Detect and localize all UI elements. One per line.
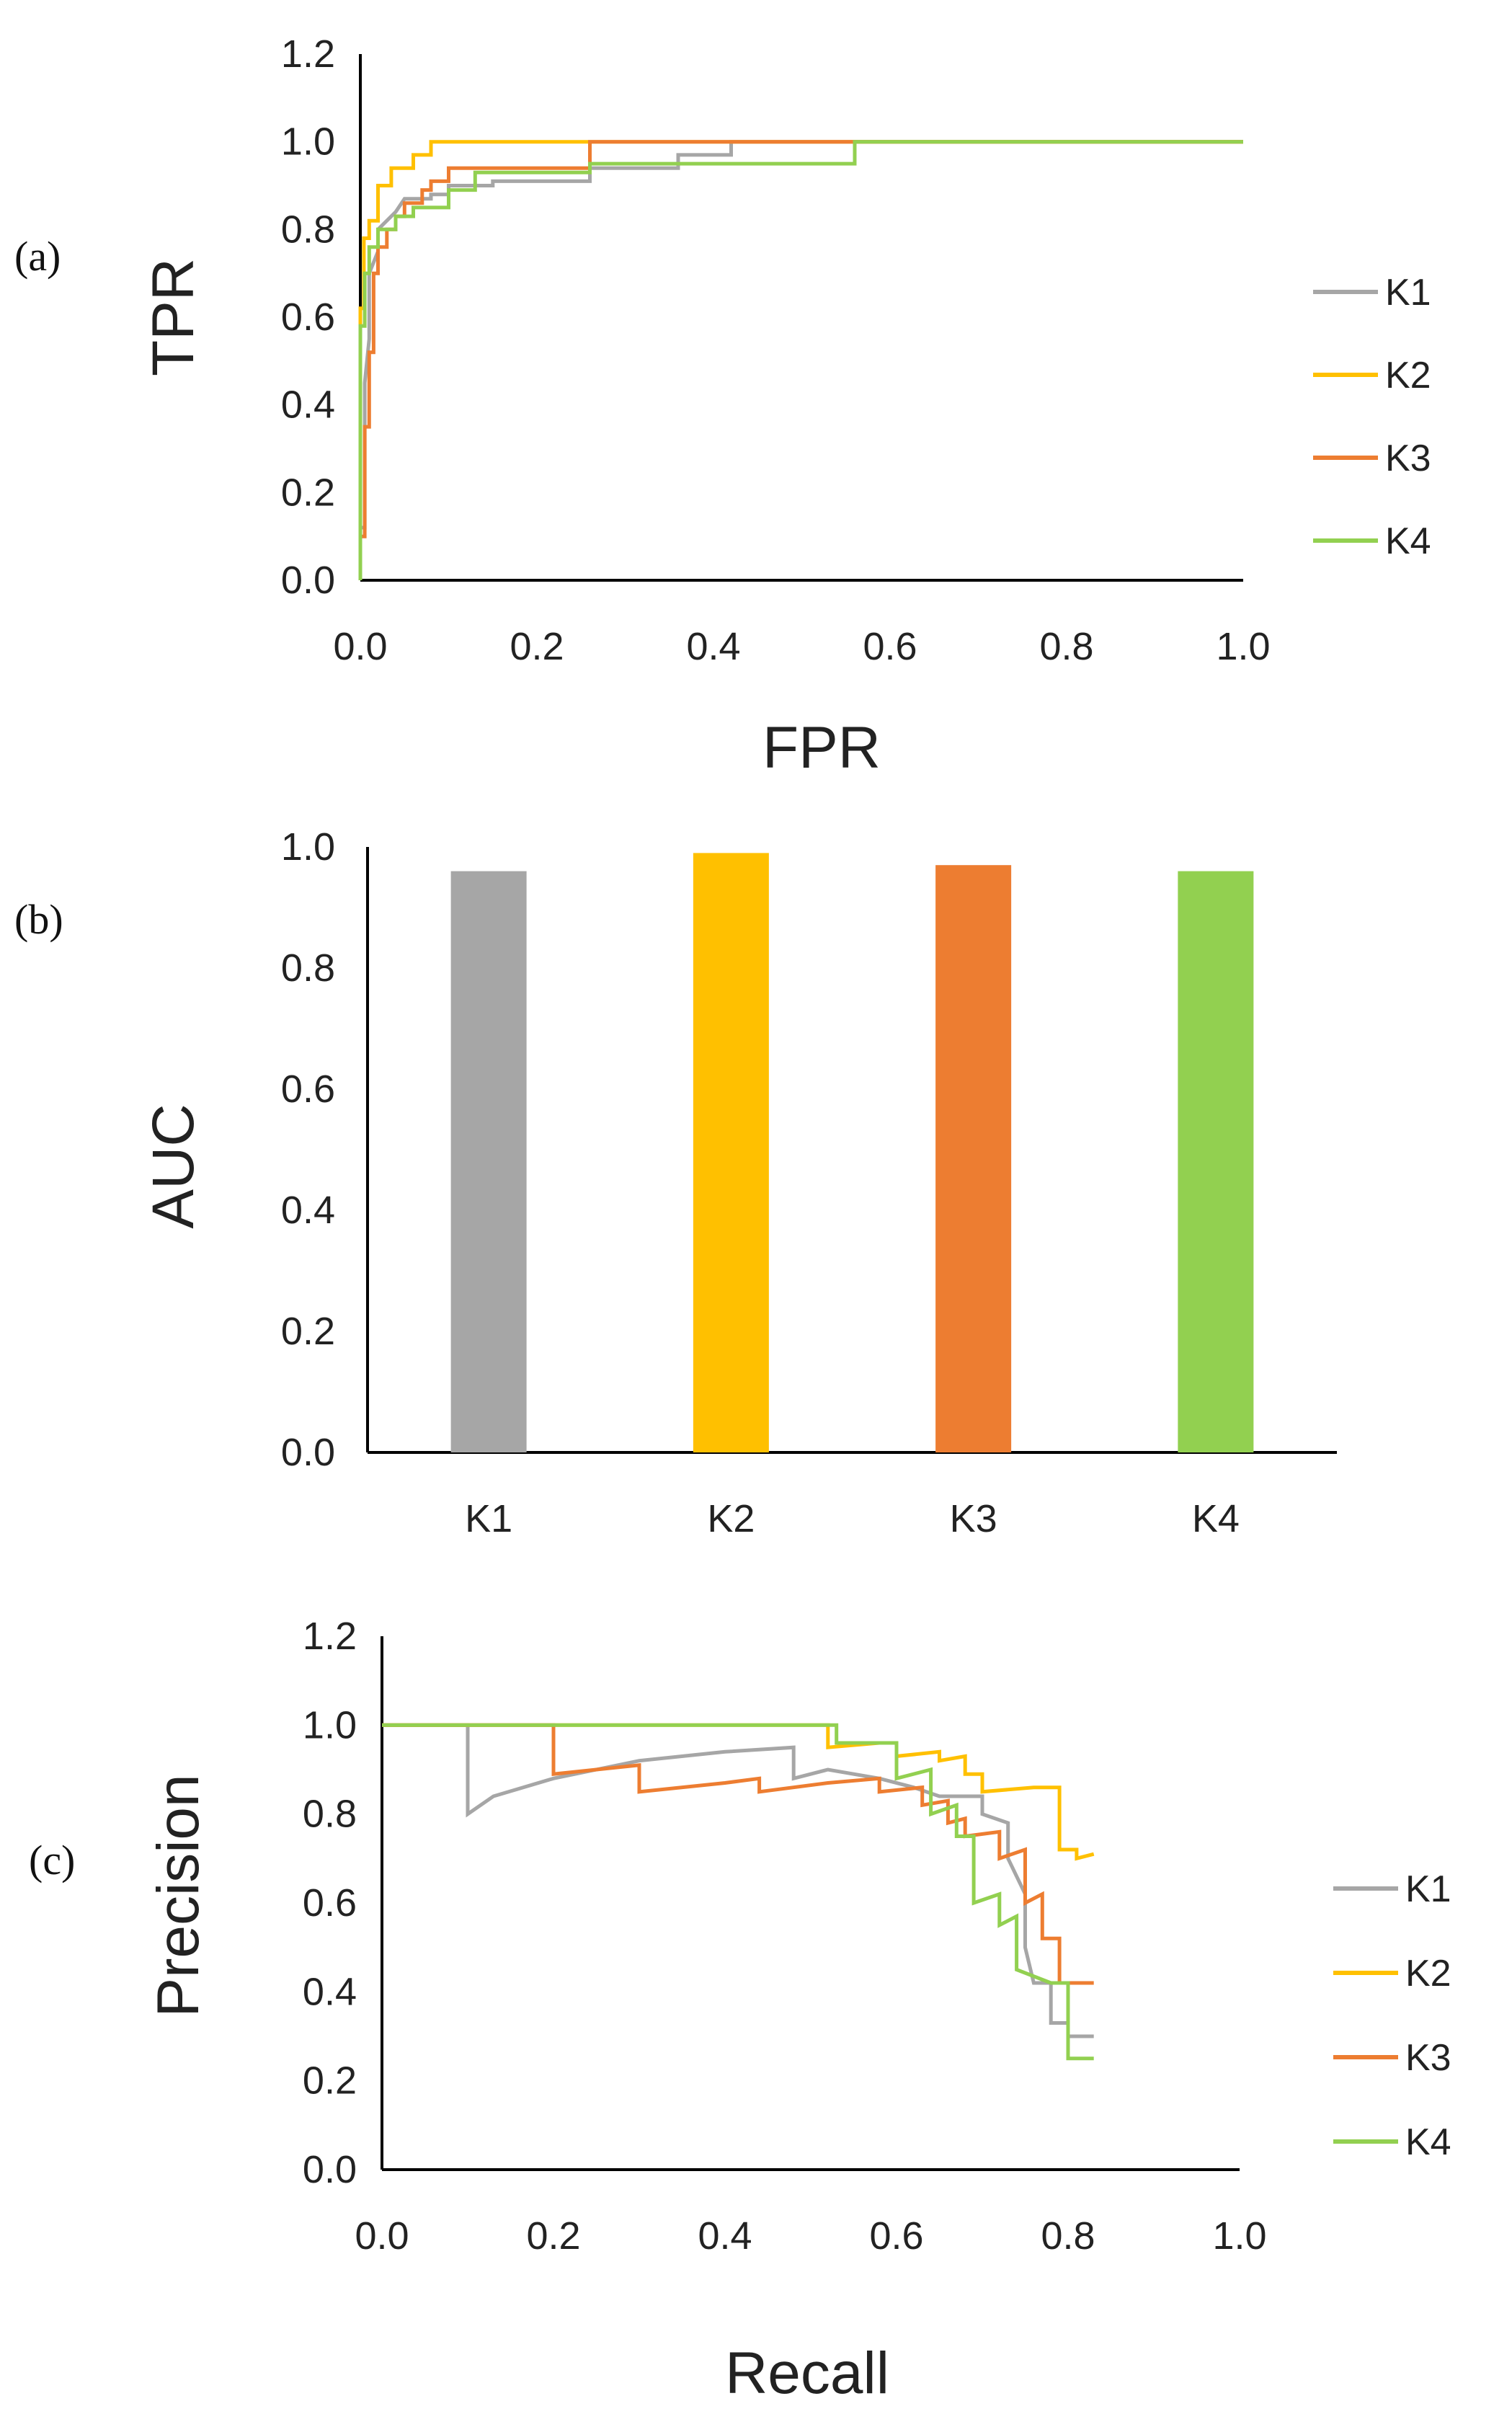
auc-chart: (b) 0.0 0.2 0.4 0.6 0.8 1.0 K1 K2 K3 K4 AUC bbox=[14, 825, 1337, 1540]
roc-y-tick-label: 0.8 bbox=[281, 208, 335, 251]
roc-y-ticks: 0.0 0.2 0.4 0.6 0.8 1.0 1.2 bbox=[281, 32, 335, 602]
auc-y-tick-label: 1.0 bbox=[281, 825, 335, 869]
pr-x-tick-label: 0.2 bbox=[526, 2214, 580, 2258]
pr-y-tick-label: 0.8 bbox=[303, 1793, 357, 1836]
roc-legend: K1 K2 K3 K4 bbox=[1313, 272, 1431, 562]
pr-legend-label-k3: K3 bbox=[1405, 2037, 1451, 2079]
pr-y-tick-label: 1.0 bbox=[303, 1703, 357, 1747]
roc-series-line-k4 bbox=[358, 140, 1243, 580]
pr-y-ticks: 0.0 0.2 0.4 0.6 0.8 1.0 1.2 bbox=[303, 1615, 357, 2191]
roc-x-tick-label: 0.0 bbox=[333, 625, 387, 668]
auc-x-tick-label: K2 bbox=[707, 1497, 755, 1540]
roc-y-tick-label: 1.2 bbox=[281, 32, 335, 76]
roc-x-tick-label: 0.6 bbox=[863, 625, 917, 668]
pr-legend-label-k2: K2 bbox=[1405, 1953, 1451, 1994]
pr-series-lines bbox=[382, 1723, 1095, 2061]
pr-chart: (c) 0.00.20.40.60.81.01.2 0.0 0.2 0.4 0.6 0.… bbox=[29, 1615, 1451, 2406]
auc-y-axis-title: AUC bbox=[141, 1104, 206, 1228]
pr-x-tick-label: 0.6 bbox=[869, 2214, 923, 2258]
roc-x-tick-label: 0.8 bbox=[1039, 625, 1093, 668]
pr-legend-label-k1: K1 bbox=[1405, 1868, 1451, 1910]
panel-label-c: (c) bbox=[29, 1837, 75, 1883]
pr-x-axis-title: Recall bbox=[725, 2340, 889, 2406]
pr-y-tick-label: 1.2 bbox=[303, 1615, 357, 1658]
roc-y-tick-label: 1.0 bbox=[281, 120, 335, 164]
auc-y-tick-label: 0.8 bbox=[281, 946, 335, 990]
auc-bar-k2 bbox=[693, 853, 769, 1452]
auc-y-tick-label: 0.4 bbox=[281, 1189, 335, 1232]
pr-x-tick-label: 0.4 bbox=[698, 2214, 752, 2258]
pr-y-tick-label: 0.0 bbox=[303, 2148, 357, 2191]
pr-series-line-k3 bbox=[382, 1723, 1094, 1985]
pr-series-line-k4 bbox=[382, 1723, 1094, 2061]
auc-x-ticks: K1 K2 K3 K4 bbox=[465, 1497, 1240, 1540]
roc-y-tick-label: 0.4 bbox=[281, 383, 335, 427]
pr-x-ticks: 0.0 0.2 0.4 0.6 0.8 1.0 bbox=[355, 2214, 1266, 2258]
auc-bar-k1 bbox=[450, 871, 527, 1452]
auc-y-tick-label: 0.2 bbox=[281, 1310, 335, 1353]
panel-label-b: (b) bbox=[14, 896, 63, 943]
auc-x-tick-label: K1 bbox=[465, 1497, 512, 1540]
pr-legend: K1 K2 K3 K4 bbox=[1333, 1868, 1451, 2163]
roc-legend-label-k1: K1 bbox=[1385, 272, 1431, 314]
roc-chart: (a) 0.00.20.40.60.81.01.2 0.0 0.2 0.4 0.6 0.… bbox=[14, 32, 1431, 781]
auc-bars bbox=[450, 853, 1254, 1452]
roc-legend-label-k4: K4 bbox=[1385, 520, 1431, 562]
roc-y-tick-label: 0.0 bbox=[281, 559, 335, 602]
roc-y-axis-title: TPR bbox=[141, 258, 206, 376]
roc-x-tick-label: 0.2 bbox=[510, 625, 564, 668]
roc-legend-label-k2: K2 bbox=[1385, 355, 1431, 396]
roc-series-lines bbox=[358, 140, 1243, 580]
auc-x-tick-label: K4 bbox=[1192, 1497, 1240, 1540]
roc-x-axis-title: FPR bbox=[762, 715, 881, 781]
auc-bar-k3 bbox=[935, 865, 1012, 1452]
roc-y-tick-label: 0.2 bbox=[281, 471, 335, 514]
pr-legend-label-k4: K4 bbox=[1405, 2121, 1451, 2163]
auc-y-tick-label: 0.6 bbox=[281, 1068, 335, 1111]
panel-label-a: (a) bbox=[14, 233, 61, 280]
pr-y-axis-title: Precision bbox=[146, 1774, 211, 2017]
auc-y-tick-label: 0.0 bbox=[281, 1431, 335, 1474]
roc-y-tick-label: 0.6 bbox=[281, 296, 335, 339]
roc-x-ticks: 0.0 0.2 0.4 0.6 0.8 1.0 bbox=[333, 625, 1270, 668]
pr-y-tick-label: 0.2 bbox=[303, 2059, 357, 2103]
pr-y-tick-label: 0.6 bbox=[303, 1881, 357, 1925]
auc-x-tick-label: K3 bbox=[950, 1497, 997, 1540]
pr-x-tick-label: 0.0 bbox=[355, 2214, 409, 2258]
pr-x-tick-label: 1.0 bbox=[1212, 2214, 1266, 2258]
roc-legend-label-k3: K3 bbox=[1385, 438, 1431, 479]
auc-y-ticks: 0.0 0.2 0.4 0.6 0.8 1.0 bbox=[281, 825, 335, 1474]
pr-y-tick-label: 0.4 bbox=[303, 1970, 357, 2013]
auc-bar-k4 bbox=[1178, 871, 1254, 1452]
roc-x-tick-label: 1.0 bbox=[1216, 625, 1270, 668]
roc-x-tick-label: 0.4 bbox=[686, 625, 740, 668]
pr-x-tick-label: 0.8 bbox=[1041, 2214, 1095, 2258]
